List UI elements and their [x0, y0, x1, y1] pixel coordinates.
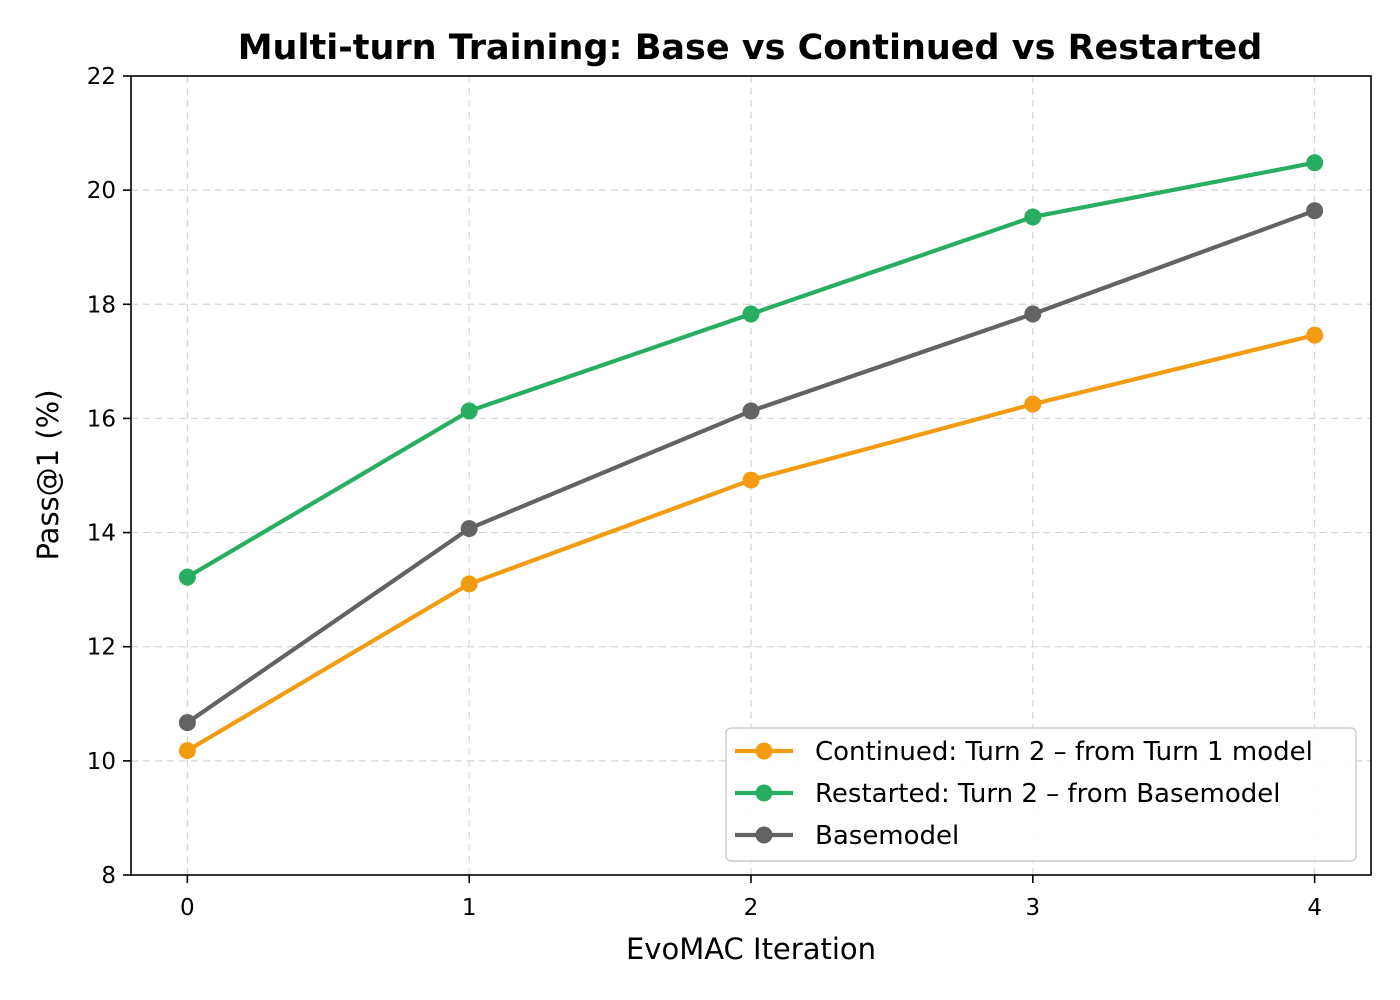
legend-box [725, 727, 1357, 862]
x-axis-label: EvoMAC Iteration [626, 932, 876, 966]
data-point [460, 520, 478, 538]
legend-swatch-marker [755, 826, 773, 844]
chart-title: Multi-turn Training: Base vs Continued v… [238, 28, 1263, 68]
y-tick-label: 8 [101, 863, 116, 889]
legend-item: Restarted: Turn 2 – from Basemodel [735, 779, 1280, 809]
y-tick-label: 18 [87, 292, 116, 318]
series-3 [178, 202, 1324, 732]
y-tick-label: 22 [87, 64, 116, 90]
data-point [178, 714, 196, 732]
series-2 [178, 154, 1324, 586]
data-point [1306, 202, 1324, 220]
legend: Continued: Turn 2 – from Turn 1 model Res… [725, 727, 1357, 862]
x-tick-label: 1 [462, 895, 477, 921]
y-tick-label: 14 [87, 521, 116, 547]
data-point [1306, 326, 1324, 344]
data-point [178, 742, 196, 760]
data-point [742, 305, 760, 323]
y-tick-label: 16 [87, 406, 116, 432]
data-point [178, 568, 196, 586]
y-tick-label: 20 [87, 178, 116, 204]
y-axis-label: Pass@1 (%) [31, 389, 65, 560]
legend-item: Basemodel [735, 821, 959, 851]
data-point [1024, 395, 1042, 413]
data-point [742, 471, 760, 489]
series-1 [178, 326, 1324, 760]
data-point [1024, 305, 1042, 323]
legend-label: Continued: Turn 2 – from Turn 1 model [815, 737, 1313, 767]
legend-swatch-marker [755, 784, 773, 802]
data-point [1306, 154, 1324, 172]
legend-swatch-marker [755, 742, 773, 760]
data-point [460, 575, 478, 593]
data-point [460, 402, 478, 420]
data-point [742, 402, 760, 420]
x-tick-label: 0 [180, 895, 195, 921]
legend-label: Restarted: Turn 2 – from Basemodel [815, 779, 1280, 809]
y-tick-label: 10 [87, 749, 116, 775]
plot-series [178, 154, 1324, 760]
x-tick-label: 2 [744, 895, 759, 921]
x-tick-label: 4 [1307, 895, 1322, 921]
x-tick-label: 3 [1025, 895, 1040, 921]
legend-item: Continued: Turn 2 – from Turn 1 model [735, 737, 1313, 767]
legend-label: Basemodel [815, 821, 959, 851]
data-point [1024, 208, 1042, 226]
y-tick-label: 12 [87, 635, 116, 661]
